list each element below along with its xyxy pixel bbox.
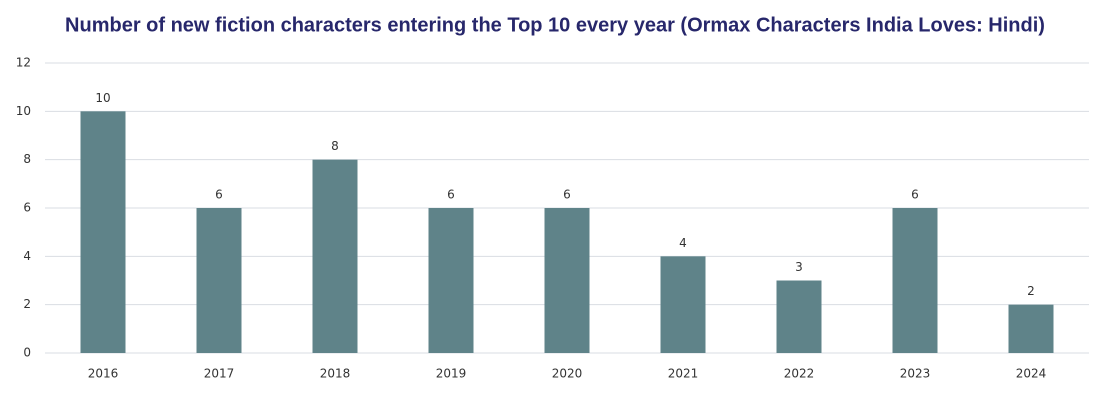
bar [544, 208, 590, 353]
y-tick-label: 12 [16, 56, 31, 70]
chart-title: Number of new fiction characters enterin… [65, 14, 1045, 36]
x-tick-label: 2019 [436, 367, 467, 381]
x-tick-label: 2018 [320, 367, 351, 381]
y-tick-label: 8 [23, 152, 31, 166]
bar [892, 208, 938, 353]
bar [1008, 304, 1054, 353]
value-label: 10 [95, 91, 110, 105]
value-label: 6 [447, 188, 455, 202]
value-label: 4 [679, 236, 687, 250]
x-tick-label: 2017 [204, 367, 235, 381]
bar [312, 159, 358, 353]
value-label: 3 [795, 260, 803, 274]
y-tick-label: 6 [23, 201, 31, 215]
bar [776, 280, 822, 353]
x-tick-label: 2016 [88, 367, 119, 381]
value-label: 6 [563, 188, 571, 202]
y-tick-label: 0 [23, 346, 31, 360]
value-label: 6 [911, 188, 919, 202]
y-tick-label: 10 [16, 104, 31, 118]
x-tick-label: 2024 [1016, 367, 1047, 381]
bar [428, 208, 474, 353]
y-tick-label: 4 [23, 249, 31, 263]
value-label: 2 [1027, 284, 1035, 298]
bar [196, 208, 242, 353]
bar [80, 111, 126, 353]
bar [660, 256, 706, 353]
x-tick-label: 2022 [784, 367, 815, 381]
x-tick-label: 2020 [552, 367, 583, 381]
value-label: 8 [331, 139, 339, 153]
y-tick-label: 2 [23, 297, 31, 311]
value-label: 6 [215, 188, 223, 202]
x-tick-label: 2023 [900, 367, 931, 381]
x-tick-label: 2021 [668, 367, 699, 381]
